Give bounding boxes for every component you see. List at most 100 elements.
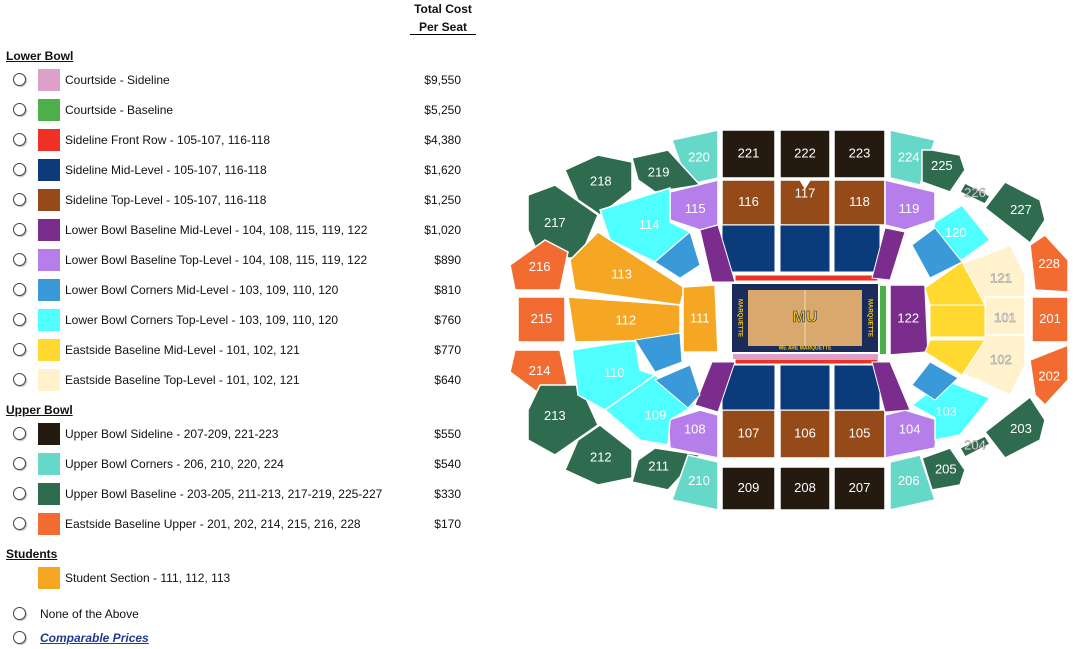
radio-button[interactable]	[13, 373, 26, 386]
seat-option-row[interactable]: Eastside Baseline Top-Level - 101, 102, …	[0, 369, 480, 391]
color-swatch	[38, 453, 60, 475]
radio-button[interactable]	[13, 253, 26, 266]
radio-button[interactable]	[13, 343, 26, 356]
option-label: Eastside Baseline Top-Level - 101, 102, …	[65, 373, 300, 387]
option-label: Eastside Baseline Upper - 201, 202, 214,…	[65, 517, 361, 531]
section-label: 228	[1038, 256, 1060, 271]
option-label: Courtside - Baseline	[65, 103, 174, 117]
option-price: $170	[434, 517, 461, 531]
radio-button[interactable]	[13, 607, 26, 620]
seat-option-row[interactable]: Upper Bowl Sideline - 207-209, 221-223 $5…	[0, 423, 480, 445]
seat-option-row[interactable]: Eastside Baseline Mid-Level - 101, 102, …	[0, 339, 480, 361]
color-swatch	[38, 279, 60, 301]
section-221	[721, 129, 776, 179]
seat-option-row[interactable]: Student Section - 111, 112, 113	[0, 567, 480, 589]
comparable-prices-option[interactable]: Comparable Prices	[0, 627, 480, 649]
section-label: 104	[899, 422, 921, 437]
radio-button[interactable]	[13, 517, 26, 530]
section-104-tier	[871, 361, 911, 413]
header-divider	[410, 34, 476, 35]
section-103-tier	[911, 361, 959, 401]
section-front-row-top-tier	[734, 274, 879, 282]
option-price: $9,550	[424, 73, 461, 87]
radio-button[interactable]	[13, 313, 26, 326]
section-label: 204	[964, 438, 986, 453]
section-label: 202	[1038, 368, 1060, 383]
section-label: 112	[615, 312, 636, 327]
option-label: Student Section - 111, 112, 113	[65, 571, 231, 585]
seat-option-row[interactable]: Eastside Baseline Upper - 201, 202, 214,…	[0, 513, 480, 535]
seat-option-row[interactable]: Upper Bowl Corners - 206, 210, 220, 224 $…	[0, 453, 480, 475]
seat-option-row[interactable]: Lower Bowl Corners Mid-Level - 103, 109,…	[0, 279, 480, 301]
radio-button[interactable]	[13, 193, 26, 206]
option-price: $550	[434, 427, 461, 441]
section-label: 206	[898, 473, 920, 488]
seat-option-row[interactable]: Sideline Front Row - 105-107, 116-118 $4,…	[0, 129, 480, 151]
section-label: 224	[898, 150, 920, 165]
section-106-tier	[779, 364, 831, 411]
comparable-prices-link[interactable]: Comparable Prices	[40, 631, 149, 645]
seat-option-row[interactable]: Lower Bowl Corners Top-Level - 103, 109,…	[0, 309, 480, 331]
section-108	[667, 409, 719, 459]
section-119	[884, 179, 936, 231]
section-label: 101	[994, 310, 1016, 325]
section-label: 120	[945, 225, 967, 240]
section-label: 225	[931, 158, 953, 173]
option-label: Lower Bowl Corners Mid-Level - 103, 109,…	[65, 283, 339, 297]
section-114-tier	[654, 231, 701, 279]
section-label: 121	[990, 270, 1012, 285]
section-label: 214	[529, 363, 551, 378]
radio-button[interactable]	[13, 283, 26, 296]
seat-option-row[interactable]: Lower Bowl Baseline Top-Level - 104, 108…	[0, 249, 480, 271]
section-label: 219	[648, 164, 670, 179]
radio-button[interactable]	[13, 487, 26, 500]
section-label: 117	[795, 185, 816, 200]
section-label: 223	[849, 145, 871, 160]
seat-option-row[interactable]: Courtside - Sideline $9,550	[0, 69, 480, 91]
section-label: 107	[738, 425, 760, 440]
option-label: Sideline Mid-Level - 105-107, 116-118	[65, 163, 267, 177]
section-210	[671, 454, 719, 511]
section-label: 216	[529, 259, 551, 274]
option-label: Lower Bowl Baseline Top-Level - 104, 108…	[65, 253, 368, 267]
color-swatch	[38, 369, 60, 391]
court-logo: MU	[793, 309, 818, 326]
radio-button[interactable]	[13, 73, 26, 86]
section-227	[983, 181, 1046, 245]
radio-button[interactable]	[13, 427, 26, 440]
section-105-tier	[833, 364, 881, 411]
section-label: 118	[849, 194, 870, 209]
option-price: $4,380	[424, 133, 461, 147]
option-price: $330	[434, 487, 461, 501]
section-label: 220	[688, 150, 710, 165]
seat-option-row[interactable]: Sideline Top-Level - 105-107, 116-118 $1,…	[0, 189, 480, 211]
section-211	[631, 447, 702, 491]
group-heading: Students	[6, 547, 58, 561]
radio-button[interactable]	[13, 631, 26, 644]
color-swatch	[38, 99, 60, 121]
section-202	[1029, 343, 1069, 407]
seat-option-row[interactable]: Courtside - Baseline $5,250	[0, 99, 480, 121]
section-label: 207	[849, 480, 871, 495]
seat-option-row[interactable]: Upper Bowl Baseline - 203-205, 211-213, …	[0, 483, 480, 505]
option-price: $1,620	[424, 163, 461, 177]
section-213	[527, 384, 599, 456]
none-of-above-option[interactable]: None of the Above	[0, 603, 480, 625]
seat-option-row[interactable]: Sideline Mid-Level - 105-107, 116-118 $1,…	[0, 159, 480, 181]
color-swatch	[38, 189, 60, 211]
option-price: $5,250	[424, 103, 461, 117]
radio-button[interactable]	[13, 133, 26, 146]
radio-button[interactable]	[13, 223, 26, 236]
option-price: $540	[434, 457, 461, 471]
section-219	[631, 149, 702, 193]
section-222	[779, 129, 831, 179]
radio-button[interactable]	[13, 103, 26, 116]
section-101-tier	[929, 304, 986, 338]
radio-button[interactable]	[13, 457, 26, 470]
option-label: Lower Bowl Corners Top-Level - 103, 109,…	[65, 313, 339, 327]
section-label: 103	[935, 404, 957, 419]
radio-button[interactable]	[13, 163, 26, 176]
option-price: $640	[434, 373, 461, 387]
section-109-tier	[654, 364, 701, 409]
seat-option-row[interactable]: Lower Bowl Baseline Mid-Level - 104, 108…	[0, 219, 480, 241]
